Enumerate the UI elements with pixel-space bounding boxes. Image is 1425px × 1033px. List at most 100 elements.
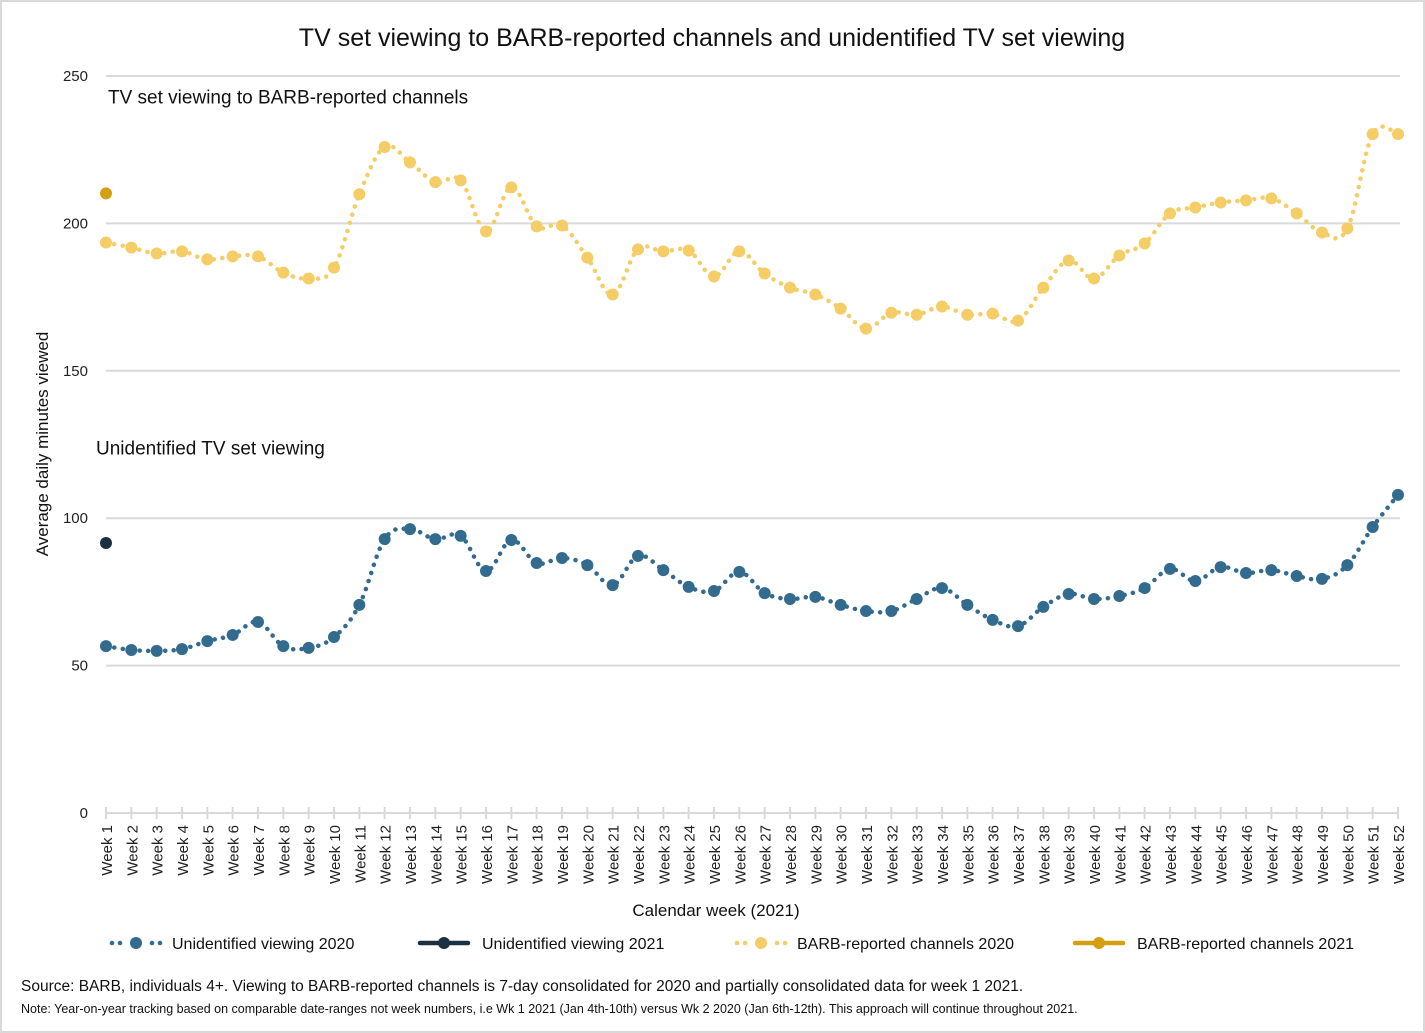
data-point xyxy=(1316,226,1328,239)
data-point xyxy=(556,551,568,564)
data-point xyxy=(176,245,188,258)
x-tick-label: Week 39 xyxy=(1062,825,1079,884)
x-tick-label: Week 20 xyxy=(580,825,597,884)
x-tick-label: Week 28 xyxy=(783,825,800,884)
x-axis xyxy=(105,807,1399,819)
data-point xyxy=(1214,196,1227,209)
x-axis-title: Calendar week (2021) xyxy=(632,901,799,920)
data-point xyxy=(1062,587,1075,600)
data-point xyxy=(1164,207,1176,220)
data-point xyxy=(1240,194,1252,207)
data-point xyxy=(758,267,771,280)
x-tick-label: Week 13 xyxy=(403,825,420,884)
methodology-note: Note: Year-on-year tracking based on com… xyxy=(21,1002,1078,1016)
data-point xyxy=(682,244,695,257)
chart-title: TV set viewing to BARB-reported channels… xyxy=(299,24,1125,52)
data-point xyxy=(454,529,467,542)
y-tick-label: 50 xyxy=(71,658,88,675)
data-point xyxy=(404,523,416,536)
data-point xyxy=(201,253,214,266)
x-tick-label: Week 31 xyxy=(859,825,876,884)
x-tick-label: Week 19 xyxy=(555,825,572,884)
x-tick-labels: Week 1 Week 2 Week 3 Week 4 Week 5 Week 6 Week… xyxy=(99,825,1408,884)
y-tick-label: 0 xyxy=(80,805,88,822)
data-point xyxy=(302,641,315,654)
x-tick-label: Week 43 xyxy=(1163,825,1180,884)
legend-label: BARB-reported channels 2021 xyxy=(1137,936,1354,953)
data-point xyxy=(125,241,138,254)
data-point xyxy=(480,225,492,238)
data-point xyxy=(226,250,239,263)
x-tick-label: Week 15 xyxy=(454,825,471,884)
x-tick-label: Week 6 xyxy=(226,825,243,876)
data-point xyxy=(530,220,543,233)
data-point xyxy=(885,306,898,319)
data-point xyxy=(176,643,188,656)
data-point xyxy=(378,141,391,154)
data-point xyxy=(429,176,442,189)
data-point xyxy=(1392,128,1404,141)
x-tick-label: Week 5 xyxy=(200,825,217,876)
data-point xyxy=(1189,201,1202,214)
data-point xyxy=(454,174,467,187)
data-point xyxy=(1138,237,1151,250)
x-tick-label: Week 34 xyxy=(935,825,952,884)
data-point xyxy=(581,251,594,264)
series-line xyxy=(103,492,1401,654)
data-point xyxy=(100,187,112,200)
data-point xyxy=(936,582,948,595)
x-tick-label: Week 30 xyxy=(834,825,851,884)
data-point xyxy=(353,598,366,611)
data-point xyxy=(1290,569,1303,582)
data-point xyxy=(1088,272,1100,285)
data-point xyxy=(1214,561,1227,574)
series-barb-reported-channels-2021 xyxy=(100,187,112,200)
data-point xyxy=(505,534,518,547)
data-point xyxy=(1164,562,1176,575)
legend-dot xyxy=(117,940,123,946)
data-point xyxy=(530,557,543,570)
data-point xyxy=(1265,564,1278,577)
annotation-label: TV set viewing to BARB-reported channels xyxy=(108,88,468,109)
data-point xyxy=(328,261,340,274)
data-point xyxy=(758,587,771,600)
x-tick-label: Week 48 xyxy=(1290,825,1307,884)
legend-dot xyxy=(742,940,748,946)
data-point xyxy=(1037,281,1050,294)
data-point xyxy=(961,308,974,321)
data-point xyxy=(252,250,264,263)
x-tick-label: Week 16 xyxy=(479,825,496,884)
data-point xyxy=(1012,620,1024,633)
data-point xyxy=(1062,254,1075,267)
x-tick-label: Week 7 xyxy=(251,825,268,876)
x-tick-label: Week 37 xyxy=(1011,825,1028,884)
data-point xyxy=(100,640,112,653)
legend-dot xyxy=(734,940,740,946)
legend-marker xyxy=(1093,937,1105,949)
data-point xyxy=(277,266,290,279)
data-point xyxy=(1088,592,1100,605)
data-point xyxy=(784,281,796,294)
data-point xyxy=(860,605,872,618)
legend-label: BARB-reported channels 2020 xyxy=(797,936,1014,953)
data-point xyxy=(708,270,720,283)
data-point xyxy=(834,598,847,611)
data-point xyxy=(1392,488,1404,501)
x-tick-label: Week 14 xyxy=(428,825,445,884)
data-point xyxy=(986,613,999,626)
data-point xyxy=(480,564,492,577)
data-point xyxy=(986,307,999,320)
data-point xyxy=(657,564,670,577)
data-point xyxy=(1366,128,1379,141)
data-point xyxy=(682,580,695,593)
x-tick-label: Week 23 xyxy=(656,825,673,884)
data-point xyxy=(125,643,138,656)
data-point xyxy=(581,559,594,572)
x-tick-label: Week 11 xyxy=(352,825,369,883)
data-point xyxy=(1366,521,1379,534)
annotation-label: Unidentified TV set viewing xyxy=(96,438,325,459)
data-point xyxy=(277,640,290,653)
legend-dot xyxy=(782,940,788,946)
series-barb-reported-channels-2020 xyxy=(100,124,1404,335)
data-point xyxy=(201,635,214,648)
